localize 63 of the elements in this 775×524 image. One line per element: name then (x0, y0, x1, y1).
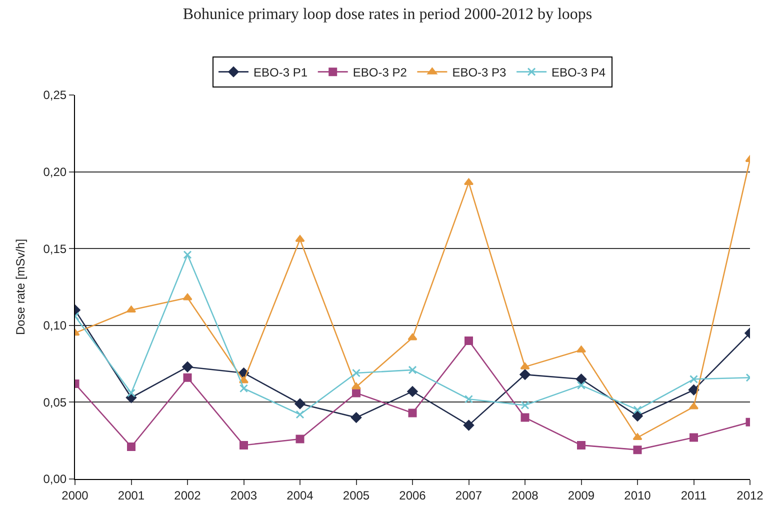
point (352, 388, 360, 398)
point (632, 433, 642, 440)
point (464, 178, 474, 186)
point (127, 388, 136, 398)
point (632, 410, 643, 422)
point (183, 250, 192, 259)
point (182, 294, 192, 300)
point (577, 381, 586, 390)
y-tick-label: 0,15 (43, 242, 67, 256)
point (520, 401, 530, 410)
point (350, 412, 362, 423)
x-tick-label: 2002 (174, 488, 202, 502)
point (688, 384, 700, 396)
y-tick-label: 0,05 (43, 395, 67, 410)
point (690, 433, 698, 442)
point (408, 366, 417, 374)
chart-title: Bohunice primary loop dose rates in period 2000-2012 by loops (182, 6, 592, 24)
x-tick-label: 2007 (455, 488, 482, 502)
y-tick-label: 0,20 (43, 165, 67, 179)
point (464, 336, 473, 346)
x-tick-label: 2000 (62, 488, 89, 502)
legend-label: EBO-3 P3 (452, 66, 507, 80)
point (127, 442, 136, 451)
x-tick-label: 2012 (736, 488, 764, 502)
point (633, 406, 642, 414)
point (633, 446, 642, 454)
y-axis-title: Dose rate [mSv/h] (14, 238, 28, 336)
point (296, 434, 304, 444)
point (520, 362, 530, 370)
point (463, 420, 474, 431)
y-tick-label: 0,25 (43, 88, 67, 102)
point (520, 413, 530, 422)
x-tick-label: 2006 (399, 488, 426, 502)
point (182, 362, 193, 372)
point (296, 410, 304, 419)
x-tick-label: 2011 (680, 488, 707, 502)
legend-label: EBO-3 P1 (254, 66, 308, 80)
x-tick-label: 2008 (512, 488, 539, 502)
legend-label: EBO-3 P4 (552, 66, 606, 80)
point (183, 373, 192, 382)
point (240, 440, 248, 450)
x-tick-label: 2004 (286, 488, 314, 502)
point (576, 374, 587, 384)
point (126, 306, 136, 313)
legend-label: EBO-3 P2 (352, 66, 408, 80)
point (520, 369, 530, 380)
point (352, 368, 360, 378)
point (408, 408, 417, 418)
x-tick-label: 2010 (624, 488, 652, 502)
x-tick-label: 2001 (118, 488, 145, 502)
x-tick-label: 2003 (230, 488, 258, 502)
y-tick-label: 0,10 (43, 318, 67, 333)
point (407, 386, 418, 397)
point (294, 398, 306, 410)
point (240, 384, 248, 393)
y-tick-label: 0,00 (43, 472, 67, 486)
point (408, 333, 418, 340)
point (464, 394, 473, 404)
point (577, 440, 586, 450)
x-tick-label: 2005 (342, 488, 370, 502)
x-tick-label: 2009 (568, 488, 595, 502)
point (690, 374, 698, 384)
point (295, 235, 305, 242)
